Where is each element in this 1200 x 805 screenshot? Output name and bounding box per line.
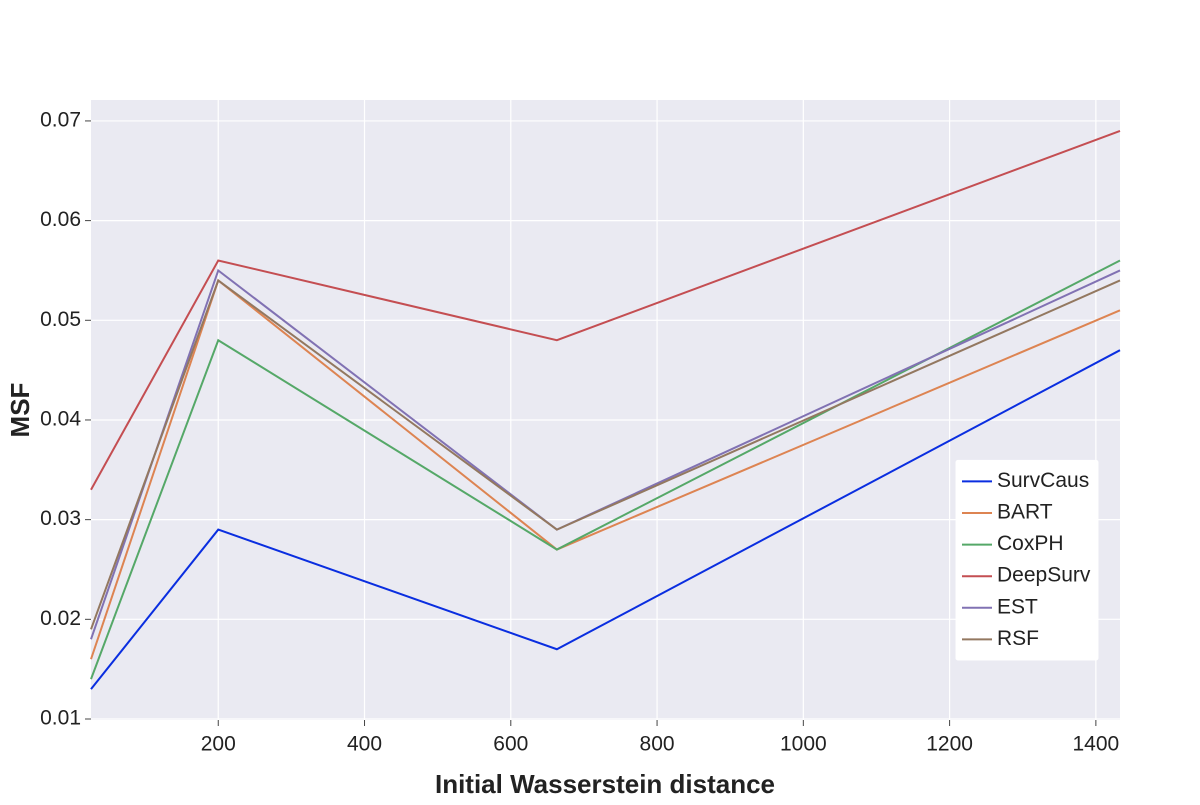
x-tick-label: 1000 — [780, 733, 827, 756]
y-tick-label: 0.05 — [40, 308, 81, 331]
x-axis-label: Initial Wasserstein distance — [435, 769, 775, 799]
x-tick-label: 400 — [347, 733, 382, 756]
x-tick-label: 600 — [493, 733, 528, 756]
legend-box — [955, 459, 1099, 661]
legend-label: RSF — [997, 627, 1039, 650]
x-tick-label: 800 — [640, 733, 675, 756]
x-tick-label: 1200 — [926, 733, 973, 756]
y-tick-label: 0.07 — [40, 108, 81, 131]
y-tick-label: 0.01 — [40, 707, 81, 730]
legend-label: SurvCaus — [997, 469, 1089, 492]
legend-label: EST — [997, 595, 1038, 618]
y-tick-label: 0.03 — [40, 507, 81, 530]
legend-label: CoxPH — [997, 532, 1064, 555]
x-tick-label: 200 — [201, 733, 236, 756]
y-tick-label: 0.06 — [40, 208, 81, 231]
series-line — [90, 349, 1121, 690]
y-axis-label: MSF — [5, 383, 35, 438]
series-line — [90, 278, 1121, 630]
legend-label: BART — [997, 501, 1053, 524]
legend-label: DeepSurv — [997, 564, 1091, 587]
series-line — [90, 278, 1121, 660]
y-tick-label: 0.02 — [40, 607, 81, 630]
x-tick-label: 1400 — [1073, 733, 1120, 756]
plot-area — [91, 100, 1120, 720]
series-line — [90, 129, 1121, 491]
y-tick-label: 0.04 — [40, 408, 81, 431]
